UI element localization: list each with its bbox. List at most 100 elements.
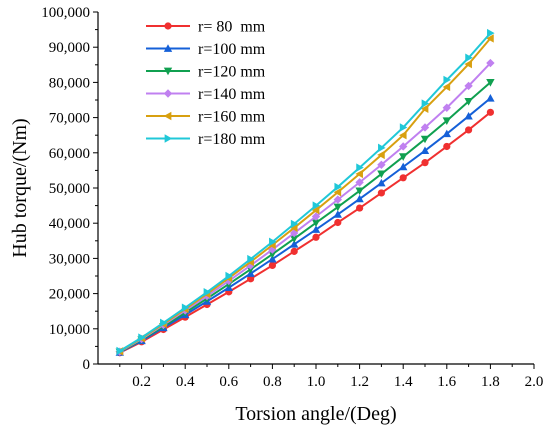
data-point <box>442 117 451 125</box>
data-point <box>356 163 364 172</box>
data-point <box>421 99 430 108</box>
series-line <box>119 37 492 353</box>
data-point <box>116 346 124 356</box>
data-point <box>399 131 407 140</box>
data-point <box>442 129 451 138</box>
data-point <box>421 159 429 167</box>
data-point <box>464 111 473 120</box>
legend-item: r=140 mm <box>146 86 266 103</box>
data-point <box>486 108 494 116</box>
y-tick-label: 60,000 <box>49 146 90 162</box>
legend: r= 80 mm r=100 mm r=120 mm r=140 mm r=160 mm… <box>146 19 266 148</box>
data-point <box>268 254 277 263</box>
data-point <box>442 82 451 92</box>
y-tick-label: 30,000 <box>49 251 90 267</box>
data-point <box>464 98 473 106</box>
data-point <box>290 223 298 232</box>
y-tick-label: 50,000 <box>49 181 90 197</box>
data-point <box>355 187 364 196</box>
data-point <box>442 103 451 112</box>
data-point <box>164 22 172 30</box>
legend-label: r=180 mm <box>198 131 266 148</box>
series-line <box>119 81 492 353</box>
data-point <box>486 34 494 43</box>
data-point <box>486 58 495 68</box>
data-point <box>333 203 342 212</box>
y-tick-label: 100,000 <box>41 5 90 21</box>
data-point <box>164 134 173 143</box>
y-tick-label: 10,000 <box>49 322 90 338</box>
y-tick-label: 0 <box>83 357 91 373</box>
data-point <box>290 247 298 255</box>
data-point <box>312 233 320 241</box>
series-layer <box>115 28 495 357</box>
series-line <box>119 97 492 354</box>
data-point <box>268 250 277 259</box>
legend-label: r=100 mm <box>198 41 266 58</box>
data-point <box>163 111 172 121</box>
data-point <box>377 150 385 160</box>
data-point <box>378 143 386 153</box>
data-point <box>486 94 495 102</box>
x-tick-label: 1.6 <box>437 374 456 390</box>
legend-label: r=140 mm <box>198 86 266 103</box>
data-point <box>399 142 408 151</box>
data-point <box>334 218 342 227</box>
data-point <box>225 271 233 281</box>
data-point <box>420 123 430 132</box>
series-line <box>119 62 492 353</box>
data-point <box>311 225 321 233</box>
x-tick-label: 1.2 <box>350 374 369 390</box>
x-tick-label: 1.0 <box>307 374 326 390</box>
series-line <box>119 32 492 352</box>
data-point <box>420 146 430 155</box>
data-point <box>290 240 299 248</box>
series-5 <box>116 28 495 356</box>
data-point <box>163 89 173 98</box>
data-point <box>247 254 255 264</box>
data-point <box>464 59 472 69</box>
data-point <box>163 44 173 52</box>
series-2 <box>115 79 495 357</box>
data-point <box>311 205 320 215</box>
x-tick-label: 1.4 <box>394 374 413 390</box>
x-tick-label: 2.0 <box>525 374 544 390</box>
data-point <box>333 188 342 197</box>
data-point <box>163 67 173 76</box>
data-point <box>181 303 190 312</box>
data-point <box>160 318 168 328</box>
data-point <box>420 104 429 113</box>
data-point <box>443 142 451 151</box>
legend-label: r=160 mm <box>198 109 266 126</box>
y-tick-label: 40,000 <box>49 216 90 232</box>
data-point <box>356 204 364 212</box>
y-tick-label: 80,000 <box>49 75 90 91</box>
legend-label: r=120 mm <box>198 64 266 81</box>
data-point <box>203 287 212 297</box>
data-point <box>465 126 473 134</box>
data-point <box>399 174 407 182</box>
data-point <box>138 333 146 342</box>
data-point <box>355 194 364 203</box>
data-point <box>420 135 430 144</box>
data-point <box>312 201 321 210</box>
data-point <box>311 219 321 228</box>
y-tick-label: 20,000 <box>49 287 90 303</box>
data-point <box>377 178 386 187</box>
ticks: 0.2 0.4 0.6 0.8 1.0 1.2 1.4 1.6 1.8 2.0 0 10,000 20,… <box>41 5 543 390</box>
y-axis-title: Hub torque/(Nm) <box>9 118 31 257</box>
x-tick-label: 0.2 <box>132 374 151 390</box>
data-point <box>355 169 363 179</box>
data-point <box>247 275 255 283</box>
data-point <box>464 81 473 91</box>
y-tick-label: 90,000 <box>49 40 90 56</box>
data-point <box>399 162 408 171</box>
data-point <box>377 160 386 169</box>
data-point <box>290 235 299 243</box>
plot-area: 0.2 0.4 0.6 0.8 1.0 1.2 1.4 1.6 1.8 2.0 0 10,000 20,… <box>41 5 543 390</box>
data-point <box>399 153 408 161</box>
x-tick-label: 0.6 <box>219 374 238 390</box>
data-point <box>333 195 342 204</box>
data-point <box>334 182 342 192</box>
